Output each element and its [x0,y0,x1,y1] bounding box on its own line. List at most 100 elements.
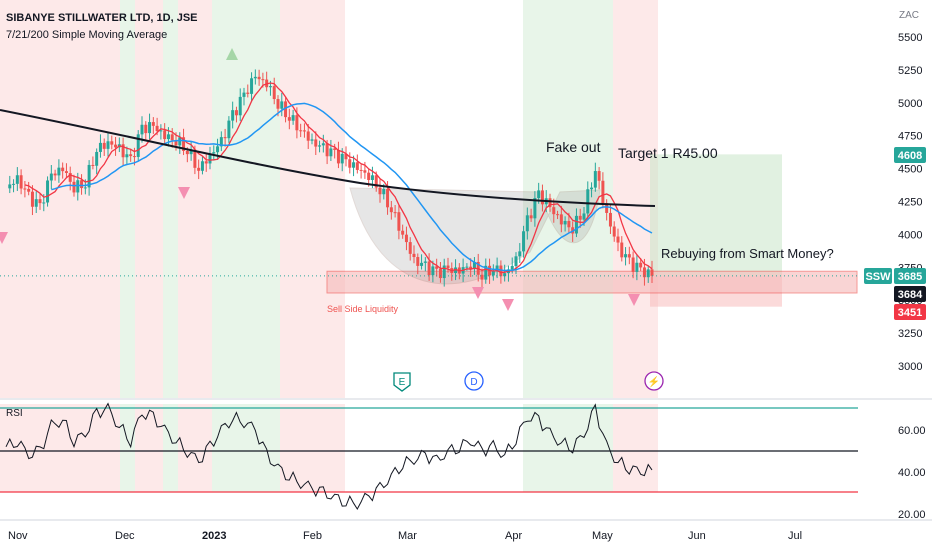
candle-body [15,175,19,184]
candle-body [616,236,620,243]
candle-body [136,134,140,157]
candle-body [642,267,646,278]
price-tick: 5500 [898,32,922,44]
candle-body [302,130,306,132]
candle-body [650,269,654,276]
candle-body [216,146,220,153]
candle-body [114,144,118,148]
candle-body [639,262,643,268]
candle-body [340,153,344,164]
candle-body [87,164,91,188]
candle-body [389,207,393,213]
earnings-icon: E [393,372,411,392]
annotation-fake-out: Fake out [546,139,601,155]
candle-body [495,265,499,271]
candle-body [227,120,231,139]
candle-body [57,167,61,176]
candle-body [472,261,476,269]
candle-body [223,137,227,139]
candle-body [234,110,238,116]
candle-body [559,214,563,225]
rsi-tick: 20.00 [898,509,926,521]
candle-body [397,212,401,231]
candle-body [148,122,152,134]
candle-body [408,242,412,254]
candle-body [208,153,212,164]
candle-body [170,134,174,141]
candle-body [155,125,159,132]
earnings-icon-label: E [399,377,406,388]
indicator-label[interactable]: 7/21/200 Simple Moving Average [6,29,168,41]
candle-body [624,254,628,258]
candle-body [548,198,552,208]
candle-body [68,172,72,182]
current-price-tag: 3684 [894,286,926,302]
candles [8,69,654,288]
candle-body [310,139,314,141]
candle-body [295,115,299,131]
candle-body [140,124,144,135]
time-tick: Nov [8,530,28,542]
target-price-tag-bg [894,147,926,163]
time-tick: Jul [788,530,802,542]
liquidity-zone [326,270,858,294]
last-price-tag-bg [894,268,926,284]
bg-zone-5 [212,0,280,398]
time-tick: Apr [505,530,522,542]
candle-body [106,141,110,149]
candle-body [423,261,427,263]
candle-body [469,266,473,269]
candle-body [261,79,265,81]
candle-body [291,115,295,121]
candle-body [404,234,408,243]
candle-body [608,212,612,227]
split-icon-shape [644,371,664,391]
rsi-label: RSI [6,408,23,419]
candle-body [129,154,133,157]
candle-body [540,190,544,205]
candle-body [627,254,631,258]
earnings-icon-shape [393,372,411,392]
candle-body [427,261,431,276]
candle-body [212,152,216,154]
candle-body [23,188,27,190]
rsi-zone-9 [600,404,613,492]
candle-body [42,202,46,204]
bg-zone-3 [163,0,178,398]
candle-body [635,262,639,272]
candle-body [314,139,318,147]
candle-body [193,149,197,168]
candle-body [182,137,186,151]
cup-pattern [349,187,601,285]
bg-zone-4 [178,0,212,398]
candle-body [8,184,12,189]
candle-body [299,130,303,132]
candle-body [238,96,242,116]
candle-body [574,215,578,234]
candle-body [582,213,586,220]
split-icon: ⚡ [644,371,664,391]
price-tick: 3000 [898,361,922,373]
chart-legend: SIBANYE STILLWATER LTD, 1D, JSE 7/21/200… [6,10,198,44]
candle-body [525,215,529,232]
candle-body [12,183,16,185]
candle-body [420,262,424,266]
last-price-tag: 3685 [894,268,926,284]
price-tick: 3250 [898,328,922,340]
candle-body [612,226,616,237]
symbol-title[interactable]: SIBANYE STILLWATER LTD, 1D, JSE [6,12,198,24]
candle-body [465,266,469,268]
candle-body [438,268,442,279]
candle-body [401,230,405,235]
target-price-tag: 4608 [894,147,926,163]
candle-body [510,266,514,270]
candle-body [61,167,65,172]
candle-body [321,143,325,146]
sell-signal-icon [472,287,484,299]
candle-body [27,188,31,192]
candle-body [287,117,291,121]
candle-body [333,148,337,150]
annotation-rebuy: Rebuying from Smart Money? [661,246,834,261]
candle-body [80,180,84,189]
candle-body [620,242,624,258]
